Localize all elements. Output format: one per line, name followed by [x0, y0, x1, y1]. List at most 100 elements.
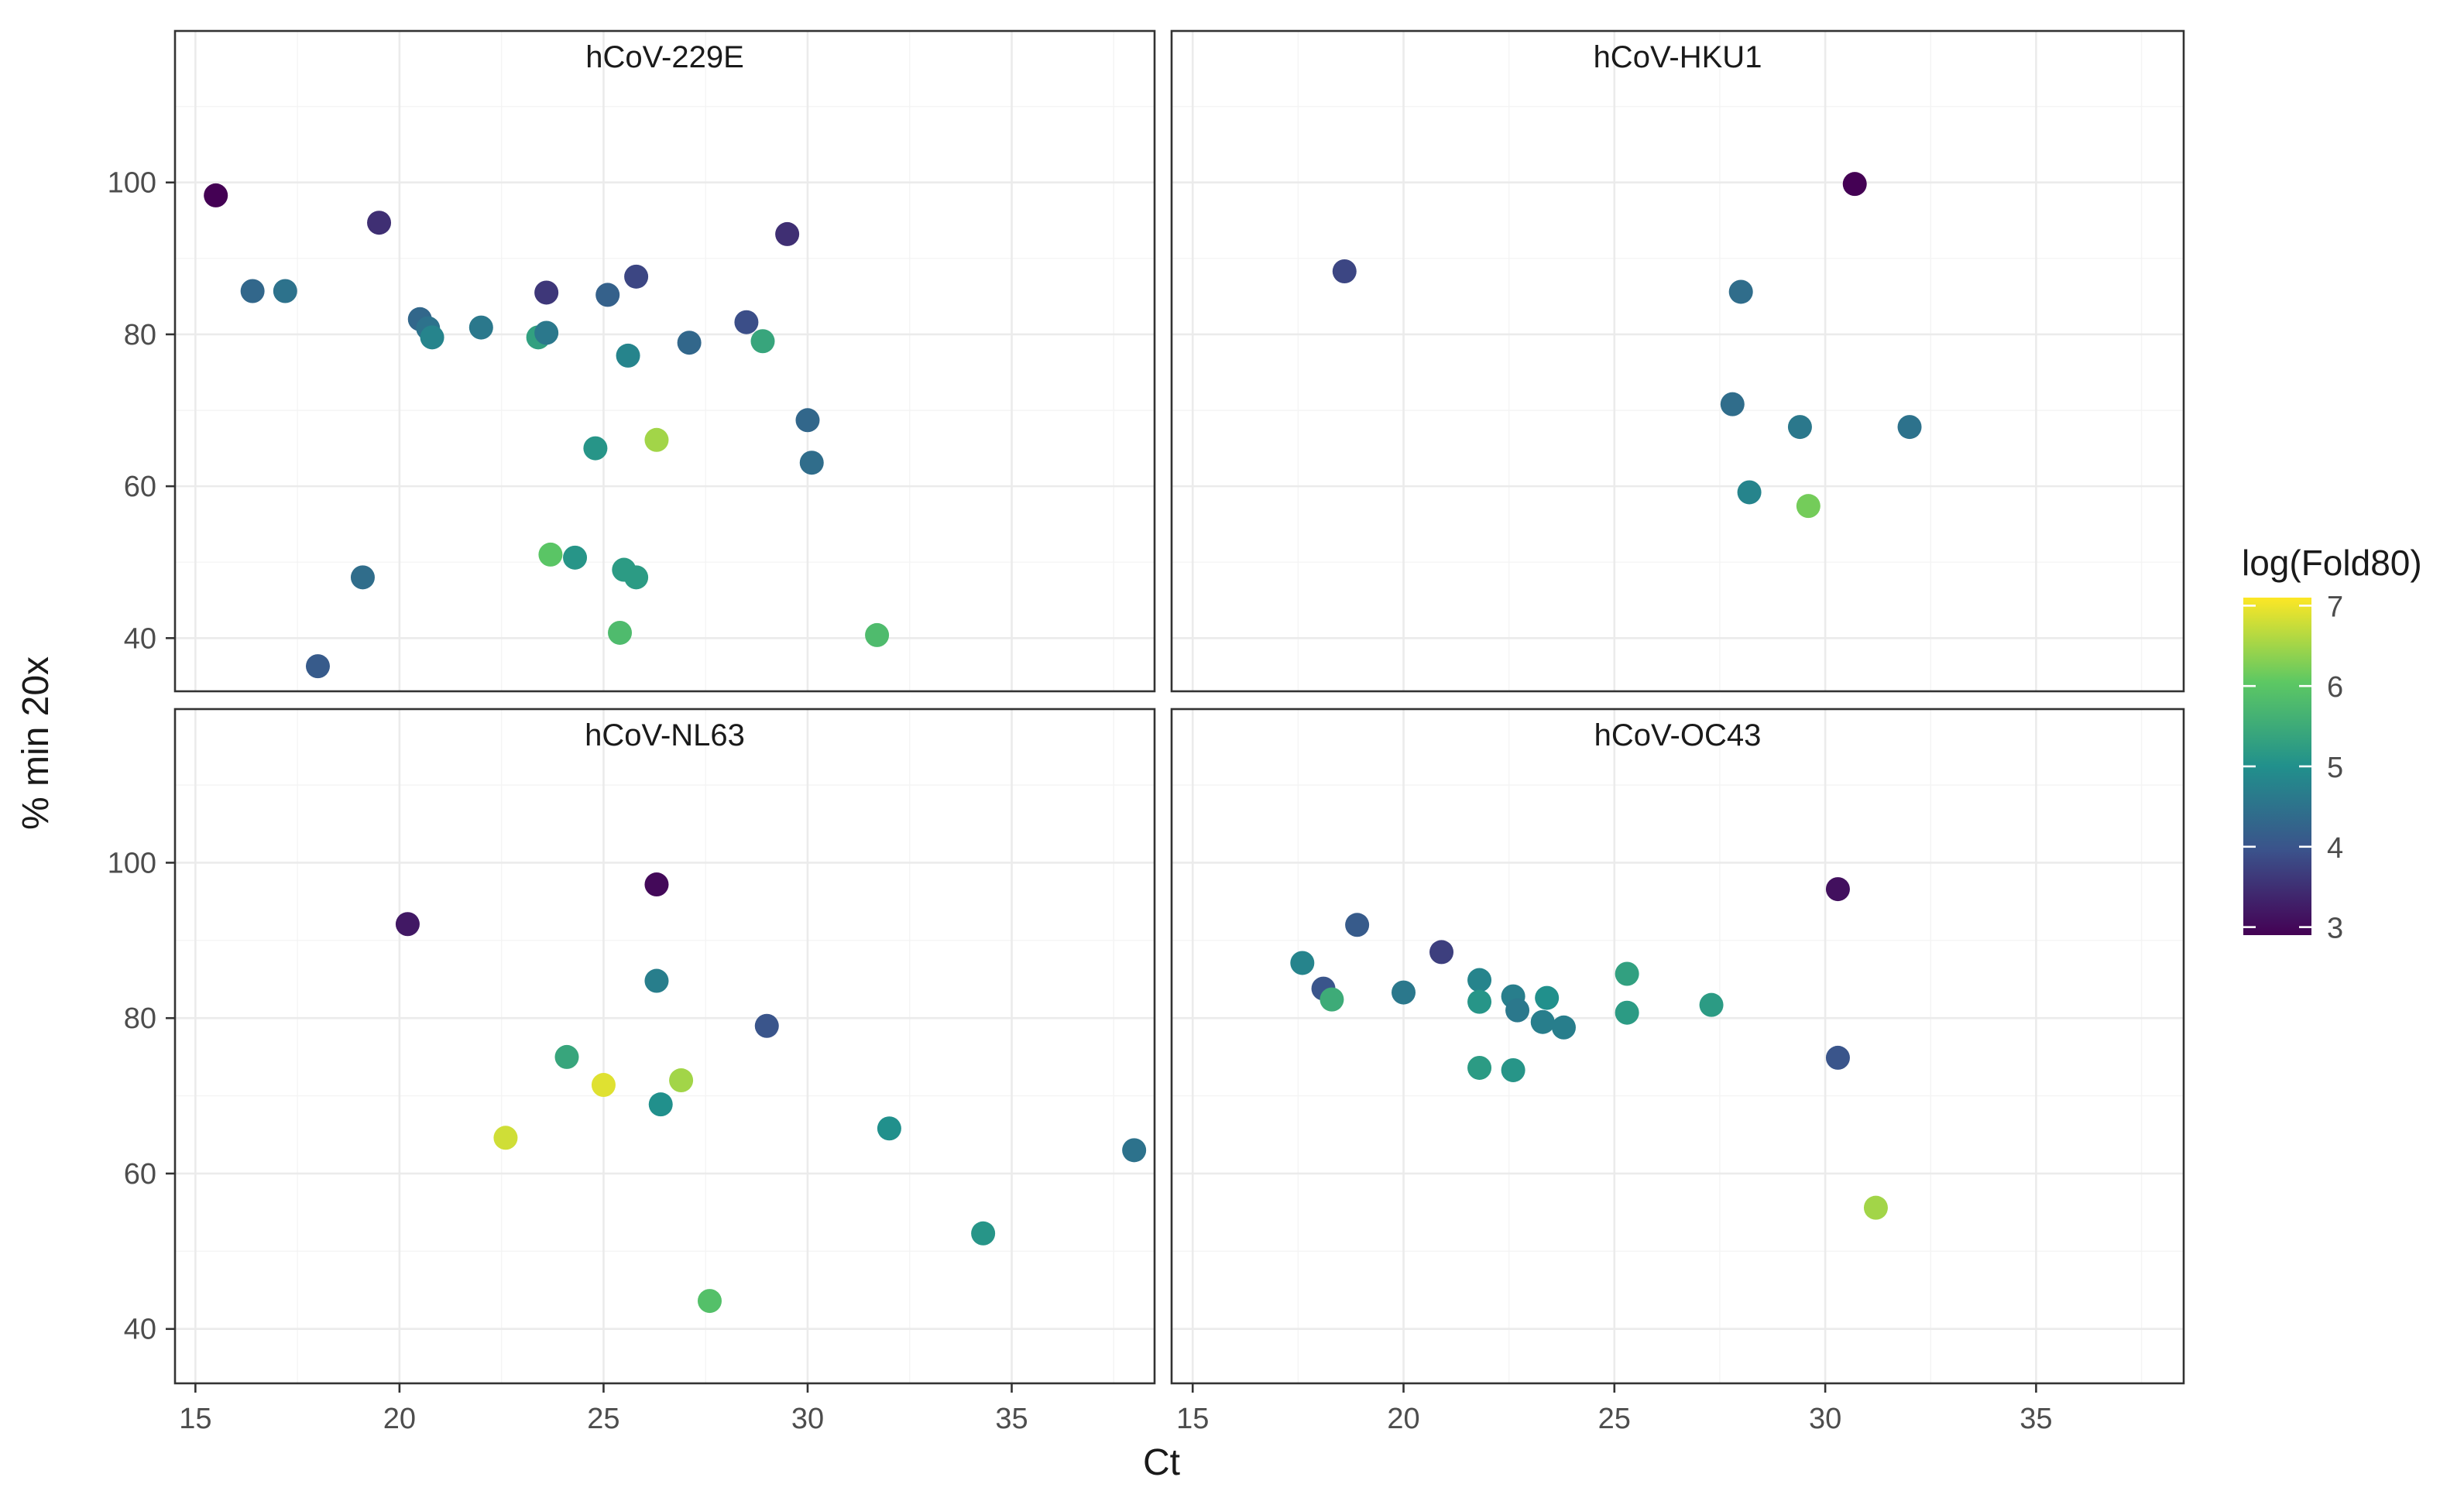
- y-tick-label: 40: [124, 1314, 156, 1346]
- data-point: [1320, 987, 1344, 1012]
- colorbar-tick-label: 7: [2327, 591, 2343, 623]
- x-tick-label: 30: [1809, 1403, 1841, 1435]
- data-point: [1530, 1009, 1555, 1034]
- y-tick-label: 100: [108, 167, 156, 200]
- x-tick-label: 35: [995, 1403, 1028, 1435]
- data-point: [534, 280, 559, 305]
- data-point: [644, 968, 669, 993]
- data-point: [1728, 279, 1753, 304]
- y-tick-label: 40: [124, 622, 156, 655]
- data-point: [1699, 992, 1724, 1017]
- data-point: [624, 565, 649, 590]
- y-axis-title: % min 20x: [15, 656, 57, 830]
- data-point: [554, 1044, 579, 1069]
- x-tick-label: 25: [1598, 1403, 1631, 1435]
- data-point: [468, 315, 493, 340]
- y-tick-label: 100: [108, 847, 156, 879]
- data-point: [799, 451, 824, 475]
- facet-title: hCoV-NL63: [585, 718, 745, 752]
- data-point: [877, 1116, 901, 1141]
- panel-border: [173, 708, 1156, 1385]
- data-point: [395, 912, 420, 937]
- data-point: [697, 1289, 722, 1314]
- data-point: [204, 183, 228, 207]
- facet-title: hCoV-OC43: [1594, 718, 1762, 752]
- data-point: [795, 408, 820, 433]
- data-point: [648, 1092, 673, 1117]
- data-point: [1122, 1138, 1147, 1163]
- color-legend: log(Fold80) 3 4 5 6 7: [2242, 543, 2422, 945]
- facet-panel: hCoV-HKU1: [1170, 29, 2185, 693]
- data-point: [1737, 480, 1762, 505]
- data-point: [273, 279, 297, 303]
- x-tick-label: 20: [1387, 1403, 1419, 1435]
- data-point: [1429, 940, 1454, 965]
- data-point: [1842, 172, 1867, 197]
- data-point: [563, 545, 588, 570]
- data-point: [677, 331, 702, 355]
- data-point: [493, 1126, 518, 1150]
- data-point: [754, 1013, 779, 1038]
- data-point: [865, 622, 890, 647]
- data-point: [750, 329, 775, 354]
- data-point: [591, 1073, 616, 1098]
- data-point: [1615, 1000, 1639, 1025]
- data-point: [1290, 951, 1315, 975]
- y-tick-label: 60: [124, 1158, 156, 1191]
- panel-border: [1170, 708, 2185, 1385]
- data-point: [1615, 961, 1639, 986]
- facet-panel: hCoV-229E: [173, 29, 1156, 693]
- data-point: [1720, 392, 1745, 416]
- data-point: [1863, 1195, 1888, 1220]
- data-point: [1501, 1057, 1525, 1082]
- panel-border: [173, 29, 1156, 693]
- facet-panel: hCoV-NL63: [173, 708, 1156, 1385]
- x-tick-label: 30: [791, 1403, 824, 1435]
- data-point: [669, 1068, 694, 1093]
- data-point: [305, 654, 330, 679]
- data-point: [1467, 989, 1492, 1014]
- data-point: [971, 1221, 996, 1246]
- data-point: [1467, 1055, 1492, 1080]
- data-point: [534, 320, 559, 345]
- data-point: [624, 264, 649, 289]
- colorbar-tick-label: 5: [2327, 752, 2343, 784]
- data-point: [538, 542, 563, 567]
- facet-title: hCoV-229E: [585, 40, 744, 74]
- data-point: [616, 343, 640, 368]
- y-tick-label: 80: [124, 1002, 156, 1035]
- data-point: [608, 620, 633, 645]
- data-point: [1825, 1045, 1850, 1070]
- facet-panels: hCoV-229E hCoV-HKU1 hCoV-NL63 hCoV-OC43: [173, 29, 2185, 1385]
- data-point: [644, 427, 669, 452]
- y-tick-label: 80: [124, 319, 156, 351]
- data-point: [420, 325, 444, 350]
- x-tick-label: 35: [2020, 1403, 2052, 1435]
- data-point: [644, 872, 669, 897]
- data-point: [1345, 913, 1370, 937]
- data-point: [1467, 968, 1492, 992]
- colorbar-tick-label: 3: [2327, 913, 2343, 945]
- data-point: [350, 565, 375, 590]
- legend-title: log(Fold80): [2242, 543, 2422, 583]
- data-point: [1392, 980, 1416, 1005]
- data-point: [1825, 877, 1850, 902]
- facet-panel: hCoV-OC43: [1170, 708, 2185, 1385]
- x-tick-label: 15: [179, 1403, 211, 1435]
- data-point: [1551, 1015, 1576, 1040]
- data-point: [583, 436, 608, 461]
- x-tick-label: 25: [587, 1403, 619, 1435]
- data-point: [1332, 259, 1357, 283]
- y-tick-label: 60: [124, 471, 156, 503]
- data-point: [367, 211, 392, 235]
- data-point: [775, 221, 800, 246]
- colorbar-tick-label: 6: [2327, 671, 2343, 704]
- panel-border: [1170, 29, 2185, 693]
- data-point: [1505, 998, 1530, 1023]
- shared-axes: % min 20x Ct 40 60 80 100 40 60 80 100 15 20 25 30 3…: [15, 167, 2053, 1483]
- data-point: [240, 279, 265, 303]
- data-point: [595, 283, 620, 307]
- x-tick-label: 15: [1176, 1403, 1209, 1435]
- data-point: [1787, 415, 1812, 440]
